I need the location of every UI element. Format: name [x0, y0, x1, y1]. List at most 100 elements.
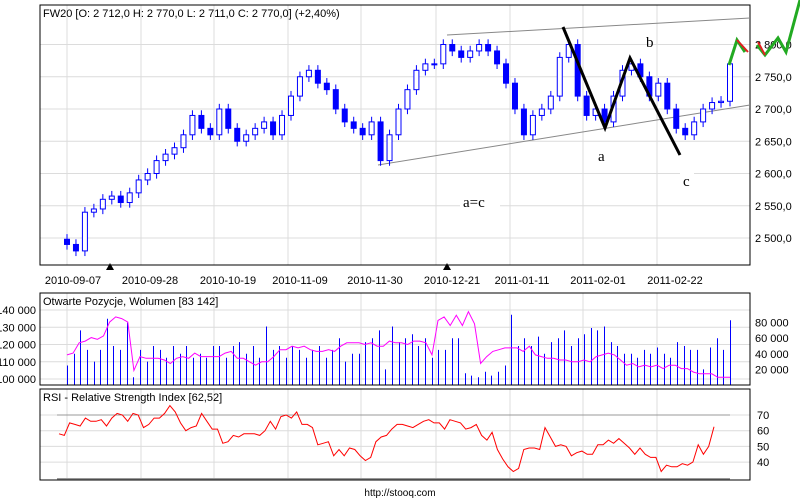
open-interest-line [66, 310, 730, 378]
price-panel-frame [39, 4, 751, 266]
candle [99, 198, 106, 210]
candle [189, 114, 196, 136]
candle [270, 121, 277, 136]
volume-tick-label: 20 000 [755, 364, 789, 376]
y-tick-label: 2 600,0 [755, 169, 792, 181]
event-marker-icon [106, 263, 114, 270]
rsi-panel-frame [39, 388, 751, 481]
rsi-tick-label: 40 [757, 457, 769, 469]
candle [350, 121, 357, 129]
candle [234, 127, 241, 142]
candle [395, 108, 402, 136]
candle [467, 50, 474, 58]
x-tick-label: 2010-10-19 [200, 275, 256, 287]
candle [126, 192, 133, 204]
candle [449, 44, 456, 52]
forecast-red-segment [736, 39, 749, 53]
volume-panel-frame [39, 292, 751, 386]
candle [243, 134, 250, 142]
oi-tick-label: 130 000 [0, 322, 36, 334]
candle [655, 82, 662, 97]
candle [700, 108, 707, 123]
rsi-grid [40, 389, 750, 480]
candle [314, 69, 321, 84]
candle [144, 173, 151, 181]
candle [135, 179, 142, 194]
y-tick-label: 2 700,0 [755, 104, 792, 116]
date-axis: 2010-09-07 2010-09-28 2010-10-19 2010-11-09… [45, 275, 703, 287]
candle [682, 127, 689, 136]
candle [601, 108, 608, 123]
candle [440, 44, 447, 65]
candle [458, 50, 465, 58]
oi-tick-label: 120 000 [0, 340, 36, 352]
candle [180, 134, 187, 149]
candle [673, 108, 680, 129]
candle [153, 160, 160, 175]
x-tick-label: 2010-12-21 [424, 275, 480, 287]
y-tick-label: 2 650,0 [755, 136, 792, 148]
candle [171, 147, 178, 155]
x-tick-label: 2010-09-07 [45, 275, 101, 287]
wave-abc-line [561, 26, 682, 156]
candle [207, 127, 214, 136]
candle [422, 63, 429, 71]
candle [556, 56, 563, 97]
rsi-line [58, 404, 715, 473]
candle [252, 127, 259, 136]
x-tick-label: 2011-02-01 [570, 275, 625, 287]
candle [727, 63, 733, 102]
candle [323, 82, 330, 91]
candle [216, 108, 223, 136]
candle [583, 95, 590, 116]
volume-bars [67, 314, 731, 385]
candle [404, 89, 411, 110]
candle [90, 208, 97, 213]
candle [547, 95, 554, 110]
candle [664, 82, 671, 110]
candle [305, 69, 312, 78]
candle [709, 102, 716, 110]
candle [485, 44, 492, 52]
rsi-tick-label: 60 [757, 426, 769, 438]
candle [64, 238, 70, 245]
candle [529, 114, 536, 136]
footer-url[interactable]: http://stooq.com [364, 488, 435, 499]
oi-tick-label: 140 000 [0, 305, 36, 317]
candle [691, 121, 698, 136]
y-tick-label: 2 500,0 [755, 233, 792, 245]
volume-tick-label: 60 000 [755, 333, 789, 345]
candle [431, 63, 438, 66]
rsi-tick-label: 50 [757, 441, 769, 453]
price-y-axis: 2 500,0 2 550,0 2 600,0 2 650,0 2 700,0 2 750… [755, 40, 792, 246]
candle [386, 134, 393, 162]
candle [503, 63, 510, 84]
wave-label-c: c [683, 174, 690, 190]
candle [494, 50, 501, 65]
oi-tick-label: 100 000 [0, 374, 36, 386]
forecast-line [727, 36, 747, 66]
wave-label-b: b [646, 35, 654, 51]
candle [413, 69, 420, 91]
price-title: FW20 [O: 2 712,0 H: 2 770,0 L: 2 711,0 C… [43, 8, 340, 20]
volume-title: Otwarte Pozycje, Wolumen [83 142] [43, 296, 218, 308]
candle [359, 127, 366, 136]
rsi-y-axis: 70 60 50 40 [757, 410, 769, 469]
candle [520, 108, 527, 136]
candles [64, 39, 733, 257]
candle [162, 153, 169, 162]
candle [261, 121, 268, 129]
candle [377, 121, 384, 162]
event-marker-icon [443, 263, 451, 270]
candle [225, 108, 232, 129]
wave-label-a-equals-c: a=c [463, 195, 485, 211]
candle [279, 114, 286, 136]
lower-trendline [377, 104, 751, 166]
volume-tick-label: 80 000 [755, 318, 789, 330]
upper-trendline [446, 17, 751, 36]
candle [332, 89, 339, 110]
candle [511, 82, 518, 110]
candle [287, 95, 294, 116]
wave-label-a: a [598, 149, 605, 165]
x-tick-label: 2011-02-22 [647, 275, 702, 287]
